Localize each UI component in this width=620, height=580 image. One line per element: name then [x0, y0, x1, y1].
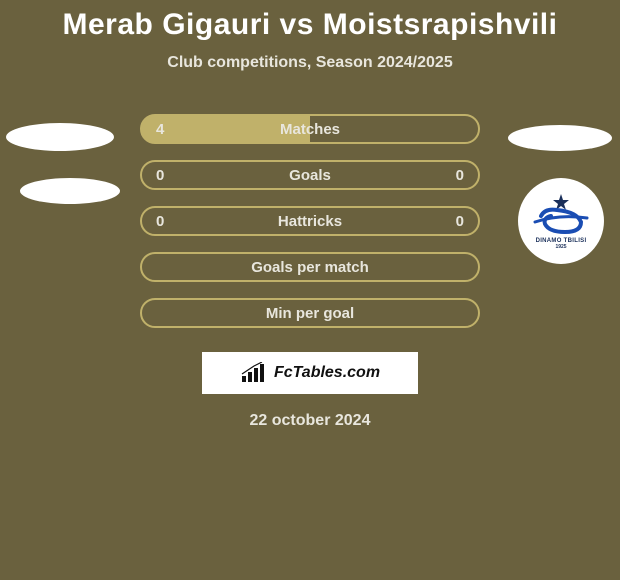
left-crest-shape-1 [6, 123, 114, 151]
stat-row-matches: 4 Matches [140, 114, 480, 144]
stat-row-goals-per-match: Goals per match [140, 252, 480, 282]
brand-text: FcTables.com [274, 364, 380, 382]
stat-left-value: 4 [156, 121, 164, 138]
stat-label: Matches [280, 121, 340, 138]
stat-right-value: 0 [456, 213, 464, 230]
stat-label: Goals per match [251, 259, 369, 276]
stat-row-min-per-goal: Min per goal [140, 298, 480, 328]
page-title: Merab Gigauri vs Moistsrapishvili [0, 0, 620, 42]
chart-icon [240, 362, 268, 384]
badge-year: 1925 [555, 244, 566, 250]
stat-label: Min per goal [266, 305, 354, 322]
date-text: 22 october 2024 [0, 412, 620, 430]
stat-left-value: 0 [156, 213, 164, 230]
right-crest-shape [508, 125, 612, 151]
stat-label: Hattricks [278, 213, 342, 230]
stat-right-value: 0 [456, 167, 464, 184]
stat-row-hattricks: 0 Hattricks 0 [140, 206, 480, 236]
brand-box: FcTables.com [202, 352, 418, 394]
stat-label: Goals [289, 167, 331, 184]
club-badge-svg [531, 192, 591, 236]
stat-left-value: 0 [156, 167, 164, 184]
subtitle: Club competitions, Season 2024/2025 [0, 54, 620, 72]
left-crest-shape-2 [20, 178, 120, 204]
stat-row-goals: 0 Goals 0 [140, 160, 480, 190]
club-badge: DINAMO TBILISI 1925 [518, 178, 604, 264]
